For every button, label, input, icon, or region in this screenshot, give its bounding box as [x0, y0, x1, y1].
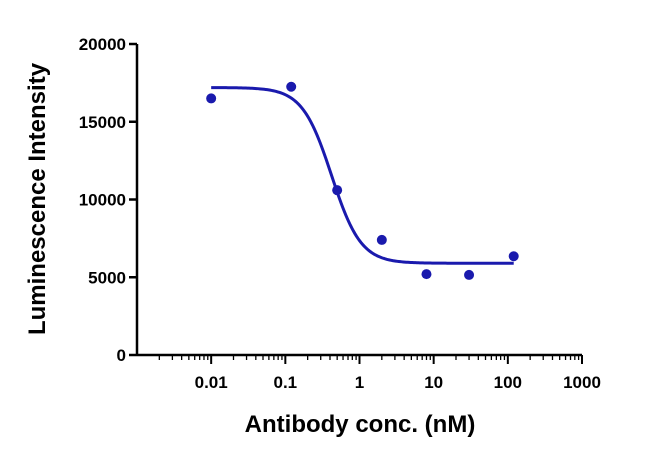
y-tick-label: 10000: [79, 191, 126, 210]
x-tick-label: 0.1: [274, 373, 298, 392]
data-point: [376, 234, 387, 245]
y-tick-label: 15000: [79, 113, 126, 132]
data-point: [464, 269, 475, 280]
data-point: [421, 269, 432, 280]
data-points: [206, 81, 519, 280]
x-tick-label: 100: [494, 373, 522, 392]
x-tick-label: 0.01: [195, 373, 228, 392]
x-tick-label: 10: [424, 373, 443, 392]
data-point: [206, 93, 217, 104]
x-axis-minor-ticks: [158, 355, 580, 360]
y-axis-ticks: 0 5000 10000 15000 20000: [79, 35, 137, 365]
data-point: [286, 81, 297, 92]
y-tick-label: 5000: [88, 268, 126, 287]
data-point: [508, 251, 519, 262]
x-axis-title: Antibody conc. (nM): [245, 411, 476, 438]
data-point: [332, 185, 343, 196]
fit-curve: [211, 86, 514, 265]
x-tick-label: 1: [355, 373, 364, 392]
x-tick-label: 1000: [563, 373, 601, 392]
y-axis-title: Luminescence Intensity: [24, 62, 51, 335]
y-tick-label: 0: [117, 346, 126, 365]
x-axis-ticks: 0.01 0.1 1 10 100 1000: [195, 355, 601, 392]
y-tick-label: 20000: [79, 35, 126, 54]
